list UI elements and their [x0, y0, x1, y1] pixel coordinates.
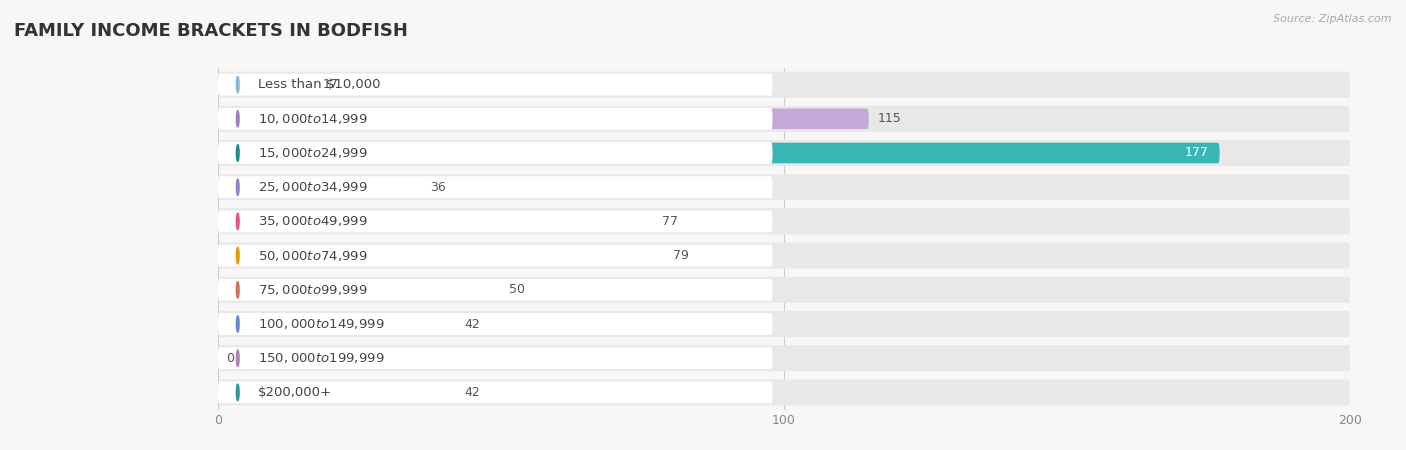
- FancyBboxPatch shape: [218, 311, 1350, 337]
- Circle shape: [236, 384, 239, 400]
- FancyBboxPatch shape: [218, 142, 772, 164]
- FancyBboxPatch shape: [218, 277, 1350, 303]
- FancyBboxPatch shape: [218, 379, 1350, 405]
- Circle shape: [236, 145, 239, 161]
- Text: 115: 115: [877, 112, 901, 125]
- Circle shape: [236, 76, 239, 93]
- Text: $50,000 to $74,999: $50,000 to $74,999: [257, 248, 367, 263]
- FancyBboxPatch shape: [218, 314, 456, 334]
- Text: 0: 0: [226, 352, 235, 365]
- FancyBboxPatch shape: [218, 347, 772, 369]
- FancyBboxPatch shape: [218, 208, 1350, 234]
- Bar: [218, 379, 1350, 405]
- Circle shape: [236, 316, 239, 332]
- Text: $15,000 to $24,999: $15,000 to $24,999: [257, 146, 367, 160]
- Text: 77: 77: [662, 215, 678, 228]
- FancyBboxPatch shape: [218, 108, 772, 130]
- Text: $10,000 to $14,999: $10,000 to $14,999: [257, 112, 367, 126]
- Text: $25,000 to $34,999: $25,000 to $34,999: [257, 180, 367, 194]
- Bar: [218, 72, 1350, 98]
- Text: $35,000 to $49,999: $35,000 to $49,999: [257, 214, 367, 229]
- FancyBboxPatch shape: [218, 108, 869, 129]
- Circle shape: [236, 248, 239, 264]
- FancyBboxPatch shape: [218, 245, 772, 266]
- FancyBboxPatch shape: [218, 140, 1350, 166]
- FancyBboxPatch shape: [218, 345, 1350, 371]
- Bar: [218, 140, 1350, 166]
- FancyBboxPatch shape: [218, 382, 456, 403]
- FancyBboxPatch shape: [218, 243, 1350, 269]
- Circle shape: [236, 350, 239, 366]
- Bar: [218, 345, 1350, 371]
- Text: $75,000 to $99,999: $75,000 to $99,999: [257, 283, 367, 297]
- Circle shape: [236, 111, 239, 127]
- FancyBboxPatch shape: [218, 74, 314, 95]
- FancyBboxPatch shape: [218, 72, 1350, 98]
- Bar: [218, 277, 1350, 303]
- FancyBboxPatch shape: [218, 106, 1350, 132]
- Text: $200,000+: $200,000+: [257, 386, 332, 399]
- Bar: [218, 208, 1350, 234]
- FancyBboxPatch shape: [218, 211, 654, 232]
- Text: $150,000 to $199,999: $150,000 to $199,999: [257, 351, 384, 365]
- FancyBboxPatch shape: [218, 143, 1219, 163]
- FancyBboxPatch shape: [218, 279, 772, 301]
- FancyBboxPatch shape: [218, 313, 772, 335]
- Text: Less than $10,000: Less than $10,000: [257, 78, 380, 91]
- Bar: [218, 106, 1350, 132]
- FancyBboxPatch shape: [218, 174, 1350, 200]
- FancyBboxPatch shape: [218, 176, 772, 198]
- Text: 79: 79: [673, 249, 689, 262]
- FancyBboxPatch shape: [218, 74, 772, 95]
- Bar: [218, 174, 1350, 200]
- Bar: [218, 311, 1350, 337]
- Circle shape: [236, 282, 239, 298]
- Text: 50: 50: [509, 284, 526, 296]
- FancyBboxPatch shape: [218, 211, 772, 232]
- FancyBboxPatch shape: [218, 279, 501, 300]
- Text: FAMILY INCOME BRACKETS IN BODFISH: FAMILY INCOME BRACKETS IN BODFISH: [14, 22, 408, 40]
- FancyBboxPatch shape: [218, 382, 772, 403]
- Circle shape: [236, 179, 239, 195]
- Bar: [218, 243, 1350, 269]
- Text: 42: 42: [464, 386, 479, 399]
- FancyBboxPatch shape: [218, 245, 665, 266]
- Text: 42: 42: [464, 318, 479, 330]
- Text: Source: ZipAtlas.com: Source: ZipAtlas.com: [1274, 14, 1392, 23]
- Text: $100,000 to $149,999: $100,000 to $149,999: [257, 317, 384, 331]
- Text: 17: 17: [322, 78, 339, 91]
- Text: 36: 36: [430, 181, 446, 194]
- Text: 177: 177: [1184, 147, 1208, 159]
- Circle shape: [236, 213, 239, 230]
- FancyBboxPatch shape: [218, 177, 422, 198]
